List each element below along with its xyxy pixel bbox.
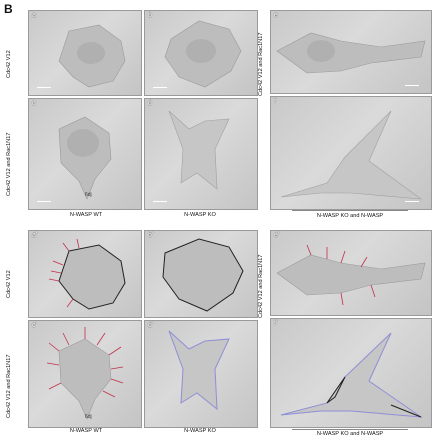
row-label-cdc42-rac-bottom: Cdc42 V12 and Rac1N17 bbox=[6, 354, 12, 418]
scale-bar bbox=[37, 87, 51, 88]
panel-label-d-prime: d' bbox=[148, 322, 154, 329]
column-label-wt-bottom: N-WASP WT bbox=[69, 428, 103, 434]
panel-d-prime: d' bbox=[144, 320, 258, 428]
row-label-right-top: Cdc42 V12 and Rac1N17 bbox=[258, 32, 264, 96]
row-label-cdc42-top: Cdc42 V12 bbox=[6, 50, 12, 78]
panel-label-b-prime: b' bbox=[148, 232, 154, 239]
panel-f: f bbox=[270, 96, 432, 210]
panel-d: d bbox=[144, 98, 258, 210]
column-label-rescue-bottom: N-WASP KO and N-WASP bbox=[316, 431, 384, 437]
panel-e-prime: e' bbox=[270, 230, 432, 316]
panel-b-prime: b' bbox=[144, 230, 258, 318]
panel-label-a: a bbox=[32, 12, 36, 19]
panel-label-f: f bbox=[274, 98, 276, 105]
column-underline bbox=[292, 429, 408, 430]
row-label-right-bottom: Cdc42 V12 and Rac1N17 bbox=[258, 254, 264, 318]
panel-a: a bbox=[28, 10, 142, 96]
panel-label-e: e bbox=[274, 12, 278, 19]
inset-text: 6dj bbox=[85, 192, 92, 198]
column-underline bbox=[292, 210, 408, 211]
row-label-cdc42-rac-top: Cdc42 V12 and Rac1N17 bbox=[6, 132, 12, 196]
scale-bar bbox=[405, 85, 419, 86]
panel-label-a-prime: a' bbox=[32, 232, 38, 239]
figure-letter: B bbox=[4, 2, 13, 16]
panel-b: b bbox=[144, 10, 258, 96]
scale-bar bbox=[405, 201, 419, 202]
panel-label-d: d bbox=[148, 100, 152, 107]
panel-c-prime: c' 6dj bbox=[28, 320, 142, 428]
scale-bar bbox=[37, 201, 51, 202]
panel-e: e bbox=[270, 10, 432, 94]
panel-label-c: c bbox=[32, 100, 36, 107]
panel-label-c-prime: c' bbox=[32, 322, 37, 329]
panel-label-f-prime: f' bbox=[274, 320, 278, 327]
inset-text: 6dj bbox=[85, 414, 92, 420]
panel-c: c 6dj bbox=[28, 98, 142, 210]
scale-bar bbox=[153, 87, 167, 88]
column-label-ko-bottom: N-WASP KO bbox=[184, 428, 216, 434]
column-label-rescue-top: N-WASP KO and N-WASP bbox=[316, 213, 384, 219]
column-label-wt-top: N-WASP WT bbox=[69, 212, 103, 218]
row-label-cdc42-bottom: Cdc42 V12 bbox=[6, 270, 12, 298]
panel-label-e-prime: e' bbox=[274, 232, 280, 239]
panel-a-prime: a' bbox=[28, 230, 142, 318]
panel-f-prime: f' bbox=[270, 318, 432, 428]
column-label-ko-top: N-WASP KO bbox=[184, 212, 216, 218]
panel-label-b: b bbox=[148, 12, 152, 19]
scale-bar bbox=[153, 201, 167, 202]
